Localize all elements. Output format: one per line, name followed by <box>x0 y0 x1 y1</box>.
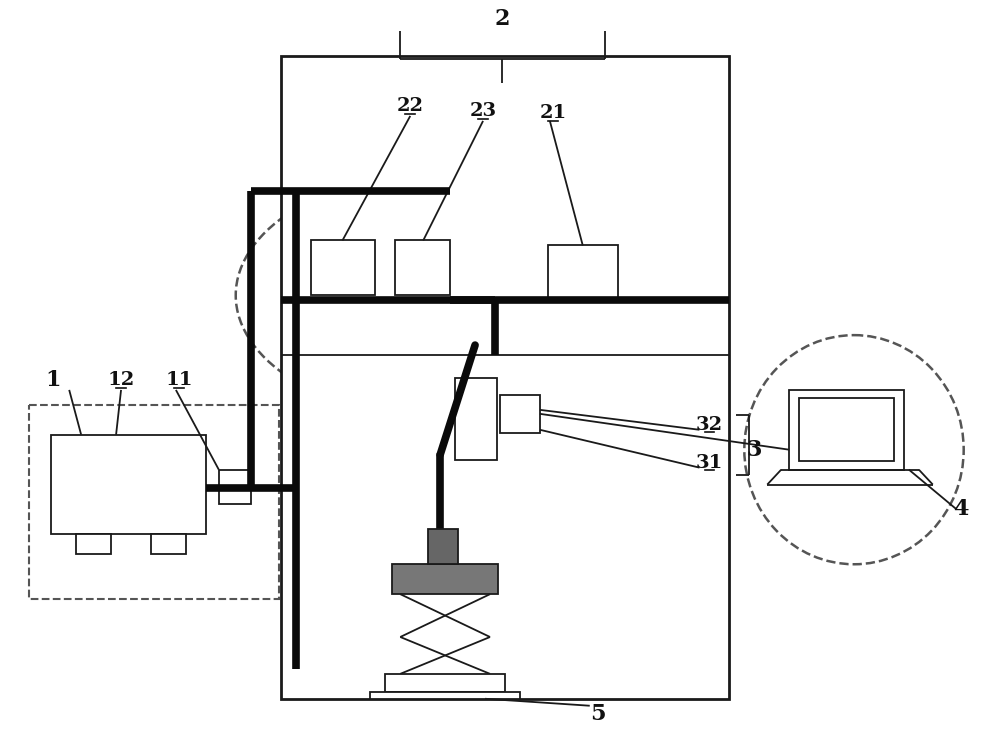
Bar <box>219 469 251 505</box>
Bar <box>76 534 111 554</box>
Text: 5: 5 <box>590 703 605 725</box>
Text: 3: 3 <box>747 439 762 460</box>
Bar <box>370 692 520 699</box>
Text: 12: 12 <box>107 371 135 389</box>
Bar <box>392 565 498 594</box>
Bar <box>29 405 279 599</box>
Bar <box>395 240 450 296</box>
Text: 11: 11 <box>165 371 193 389</box>
Text: 1: 1 <box>45 369 61 391</box>
Bar <box>789 390 904 469</box>
Bar <box>455 378 497 460</box>
Text: 2: 2 <box>494 8 510 30</box>
Bar <box>428 529 458 565</box>
Text: 4: 4 <box>953 499 968 520</box>
Text: 31: 31 <box>696 454 723 471</box>
Bar <box>151 534 186 554</box>
Text: 21: 21 <box>539 104 566 122</box>
Bar <box>51 435 206 534</box>
Text: 23: 23 <box>469 102 497 120</box>
Bar <box>281 56 729 699</box>
Bar <box>385 674 505 692</box>
Text: 22: 22 <box>397 97 424 115</box>
Bar <box>548 245 618 300</box>
Bar <box>799 398 894 460</box>
Bar <box>311 240 375 296</box>
Text: 32: 32 <box>696 416 723 434</box>
Bar <box>500 395 540 433</box>
